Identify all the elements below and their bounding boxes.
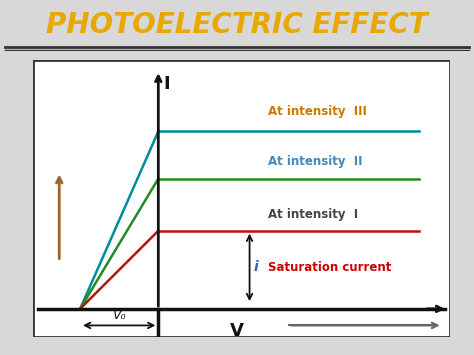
Text: Saturation current: Saturation current (268, 261, 391, 274)
Text: At intensity  III: At intensity III (268, 105, 367, 118)
Text: At intensity  II: At intensity II (268, 155, 362, 168)
Text: I: I (164, 75, 170, 93)
FancyBboxPatch shape (33, 60, 450, 337)
Text: V₀: V₀ (112, 309, 126, 322)
Text: V: V (229, 322, 244, 340)
Text: i: i (254, 261, 258, 274)
Text: At intensity  I: At intensity I (268, 208, 358, 221)
Text: PHOTOELECTRIC EFFECT: PHOTOELECTRIC EFFECT (46, 11, 428, 39)
